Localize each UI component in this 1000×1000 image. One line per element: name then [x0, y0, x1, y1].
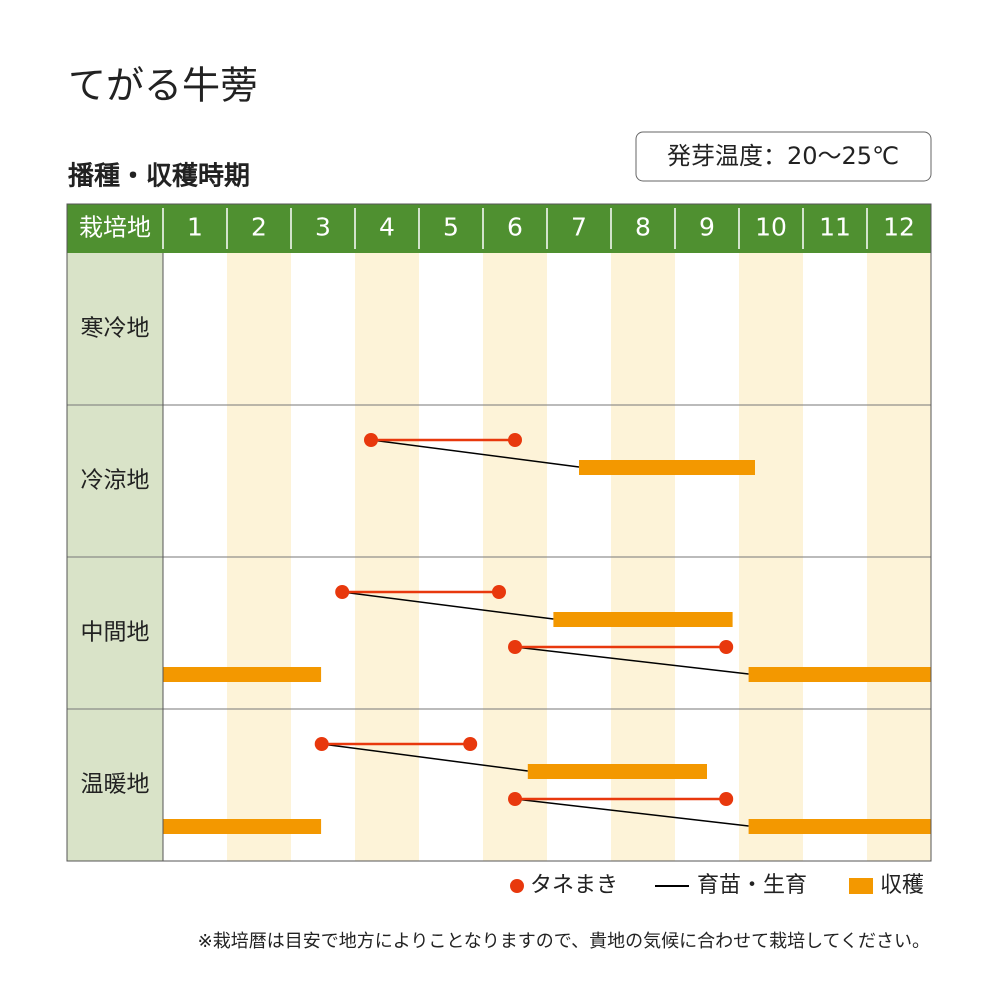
sowing-dot [492, 585, 506, 599]
sowing-dot [719, 640, 734, 654]
sowing-dot [463, 737, 478, 751]
sowing-dot [719, 792, 734, 806]
row-header: 栽培地 [79, 214, 151, 242]
frame [66, 203, 932, 862]
harvest-bar [527, 764, 707, 779]
growing-line [321, 743, 528, 772]
note-box [635, 131, 932, 182]
chart-subtitle: 播種・収穫時期 [68, 162, 250, 192]
harvest-bar [579, 460, 755, 475]
legend-label: 収穫 [880, 873, 924, 898]
growing-line [370, 439, 580, 468]
region-label: 温暖地 [81, 772, 150, 798]
growing-line [514, 646, 749, 675]
chart-title: てがる牛蒡 [68, 64, 258, 108]
x-tick-label: 1 [187, 213, 203, 242]
x-tick-label: 5 [443, 213, 459, 242]
legend-label: 育苗・生育 [697, 873, 807, 898]
x-tick-label: 12 [883, 213, 915, 242]
region-label: 冷涼地 [81, 468, 150, 494]
harvest-bar [748, 819, 931, 834]
legend-dot [510, 879, 524, 893]
footnote: ※栽培暦は目安で地方によりことなりますので、貴地の気候に合わせて栽培してください… [198, 931, 930, 952]
note-text: 発芽温度：20～25℃ [667, 142, 899, 170]
sowing-dot [508, 640, 522, 654]
harvest-bar [163, 819, 322, 834]
x-tick-label: 6 [507, 213, 523, 242]
x-tick-label: 9 [699, 213, 715, 242]
x-tick-label: 4 [379, 213, 395, 242]
growing-line [514, 798, 749, 827]
sowing-dot [508, 792, 522, 806]
x-tick-label: 2 [251, 213, 267, 242]
harvest-bar [163, 667, 322, 682]
harvest-bar [748, 667, 931, 682]
x-tick-label: 8 [635, 213, 651, 242]
sowing-dot [314, 737, 329, 751]
header-bg [67, 204, 931, 253]
region-label: 中間地 [81, 620, 150, 646]
legend-label: タネまき [530, 873, 618, 898]
x-tick-label: 7 [571, 213, 587, 242]
sowing-dot [335, 585, 350, 599]
x-tick-label: 3 [315, 213, 331, 242]
sowing-dot [364, 433, 378, 447]
x-tick-label: 10 [755, 213, 787, 242]
growing-line [342, 591, 554, 620]
sowing-dot [508, 433, 522, 447]
region-label: 寒冷地 [81, 316, 150, 342]
harvest-bar [553, 612, 733, 627]
x-tick-label: 11 [819, 213, 851, 242]
legend-swatch [849, 878, 873, 894]
